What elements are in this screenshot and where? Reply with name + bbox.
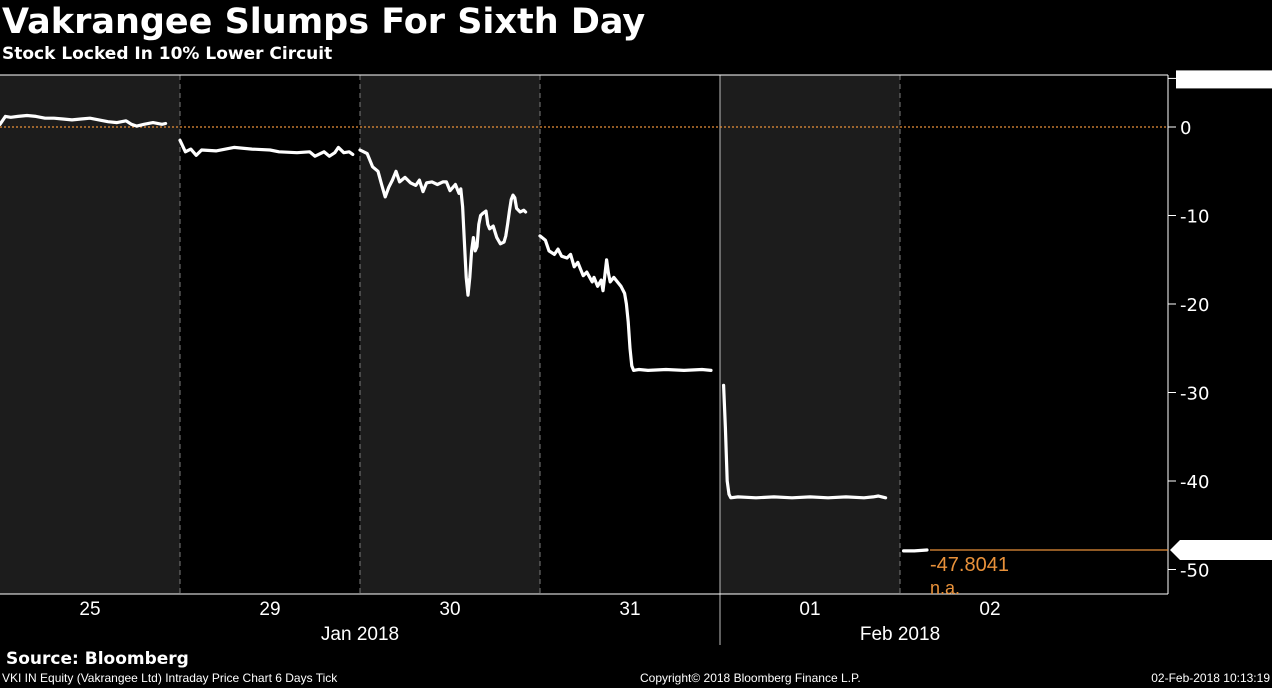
x-tick-label: 01 <box>799 599 820 620</box>
price-line-day-31 <box>538 234 713 372</box>
last-value-label: -47.8041 <box>1182 541 1263 562</box>
y-tick-label: -10 <box>1180 207 1209 228</box>
x-tick-label: 30 <box>439 599 460 620</box>
y-tick-label: -30 <box>1180 384 1209 405</box>
x-tick-label: 31 <box>619 599 640 620</box>
footer-timestamp: 02-Feb-2018 10:13:19 <box>1151 671 1270 685</box>
price-line-day-02 <box>901 548 929 553</box>
top-value-marker <box>1176 70 1272 89</box>
x-month-label: Jan 2018 <box>321 624 399 645</box>
footer-description: VKI IN Equity (Vakrangee Ltd) Intraday P… <box>2 671 338 685</box>
day-band <box>720 75 900 594</box>
na-annotation: n.a. <box>930 578 960 598</box>
chart-title: Vakrangee Slumps For Sixth Day <box>2 2 646 42</box>
last-value-marker <box>1170 540 1272 561</box>
y-tick-label: -50 <box>1180 561 1209 582</box>
y-tick-label: -40 <box>1180 472 1209 493</box>
day-band <box>360 75 540 594</box>
x-tick-label: 29 <box>259 599 280 620</box>
top-value-label: 5.7163 <box>1178 70 1241 91</box>
price-line-day-30 <box>358 148 528 297</box>
x-tick-label: 25 <box>79 599 100 620</box>
last-value-annotation: -47.8041 <box>930 554 1009 576</box>
y-tick-label: 0 <box>1180 118 1191 139</box>
y-tick-label: -20 <box>1180 295 1209 316</box>
x-tick-label: 02 <box>979 599 1000 620</box>
x-month-label: Feb 2018 <box>860 624 940 645</box>
source-label: Source: Bloomberg <box>6 649 189 669</box>
price-line-day-25 <box>0 113 168 128</box>
day-band <box>0 75 180 594</box>
price-line-day-29 <box>178 138 355 158</box>
footer-copyright: Copyright© 2018 Bloomberg Finance L.P. <box>640 671 861 685</box>
chart-subtitle: Stock Locked In 10% Lower Circuit <box>2 44 333 64</box>
price-line-day-01 <box>721 383 888 500</box>
